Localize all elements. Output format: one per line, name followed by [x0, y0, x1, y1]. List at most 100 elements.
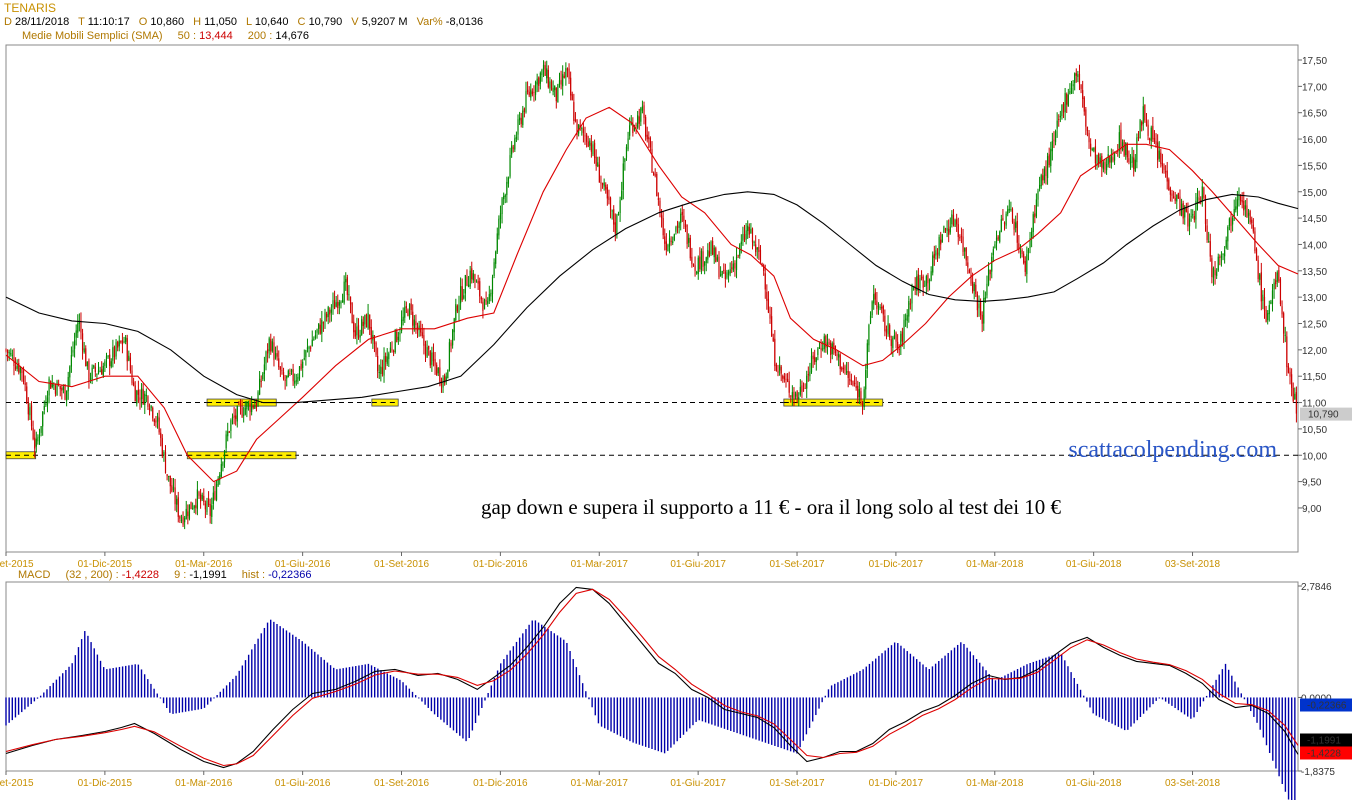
candle-body: [99, 370, 101, 372]
candle-body: [16, 365, 18, 369]
candle-body: [897, 341, 899, 349]
candle-body: [129, 357, 132, 371]
candle-body: [665, 241, 667, 251]
candle-body: [1216, 271, 1218, 276]
candle-body: [397, 336, 399, 340]
candle-body: [960, 236, 963, 238]
candle-body: [1128, 158, 1130, 162]
candle-body: [630, 122, 632, 125]
candle-body: [209, 503, 211, 516]
candle-body: [349, 296, 352, 305]
open-key: O: [138, 16, 148, 28]
candle-body: [367, 312, 369, 329]
candle-body: [528, 91, 530, 96]
candle-body: [437, 368, 439, 374]
candle-body: [1137, 137, 1140, 139]
candle-body: [386, 356, 388, 364]
candle-body: [475, 281, 478, 283]
candle-body: [637, 115, 639, 128]
hist-key: hist :: [241, 569, 265, 581]
candle-body: [96, 373, 98, 375]
candle-body: [570, 77, 572, 96]
candle-body: [128, 355, 130, 361]
candle-body: [562, 74, 564, 87]
candle-body: [707, 250, 709, 260]
candle-body: [576, 119, 578, 136]
candle-body: [1027, 249, 1030, 254]
candle-body: [1157, 142, 1159, 161]
candle-body: [266, 349, 269, 354]
candle-body: [394, 329, 396, 353]
candle-body: [1023, 253, 1025, 263]
candle-body: [251, 403, 253, 413]
candle-body: [930, 271, 932, 281]
candle-body: [310, 347, 312, 349]
candle-body: [287, 370, 289, 378]
candle-body: [536, 78, 538, 85]
candle-body: [244, 407, 246, 415]
candle-body: [1184, 206, 1186, 218]
candle-body: [133, 382, 135, 386]
candle-body: [1209, 241, 1211, 257]
candle-body: [970, 275, 972, 284]
candle-body: [954, 220, 956, 227]
time-value: 11:10:17: [87, 16, 130, 28]
sma200-value: 14,676: [275, 30, 309, 42]
candle-body: [558, 80, 561, 85]
candle-body: [1265, 310, 1267, 322]
candle-body: [739, 244, 741, 256]
candle-body: [284, 379, 286, 381]
candle-body: [1193, 215, 1195, 220]
candle-body: [633, 126, 636, 131]
candle-body: [311, 339, 313, 347]
candle-body: [734, 262, 736, 269]
candle-body: [1217, 256, 1219, 271]
price-panel-frame: [5, 44, 1299, 553]
candle-body: [1176, 194, 1178, 202]
candle-body: [609, 197, 612, 211]
candle-body: [201, 494, 203, 500]
candle-body: [1062, 103, 1065, 113]
candle-body: [458, 304, 460, 313]
candle-body: [747, 225, 749, 232]
candle-body: [616, 214, 618, 235]
candle-body: [759, 249, 762, 262]
candle-body: [1147, 124, 1149, 136]
candle-body: [300, 363, 302, 370]
candle-body: [75, 330, 77, 338]
candle-body: [662, 218, 664, 236]
candle-body: [771, 316, 773, 337]
candle-body: [262, 373, 264, 380]
candle-body: [645, 117, 647, 137]
candle-body: [172, 486, 175, 491]
candle-body: [67, 377, 69, 392]
candle-body: [885, 329, 888, 333]
candle-body: [434, 358, 436, 366]
candle-body: [333, 300, 336, 309]
candle-body: [911, 285, 913, 304]
candle-body: [340, 301, 342, 304]
candle-body: [418, 325, 420, 330]
candle-body: [501, 198, 503, 215]
candle-body: [10, 353, 12, 355]
candle-body: [866, 343, 868, 369]
macd-x-tick-label: 01-Set-2017: [769, 778, 824, 789]
candle-body: [73, 340, 76, 349]
candle-body: [699, 256, 701, 270]
candle-body: [1273, 282, 1275, 290]
candle-body: [279, 366, 281, 370]
candle-body: [453, 318, 455, 333]
candle-body: [316, 329, 318, 333]
candle-body: [764, 273, 766, 290]
candle-body: [928, 279, 931, 282]
candle-body: [38, 435, 41, 438]
macd-x-tick-label: 01-Giu-2018: [1066, 778, 1122, 789]
candle-body: [853, 382, 856, 384]
candle-body: [1276, 272, 1278, 282]
candle-body: [632, 123, 634, 134]
candle-body: [582, 128, 585, 134]
candle-body: [1262, 294, 1264, 301]
candle-body: [1042, 175, 1044, 181]
candle-body: [745, 230, 747, 240]
candle-body: [1244, 205, 1246, 210]
